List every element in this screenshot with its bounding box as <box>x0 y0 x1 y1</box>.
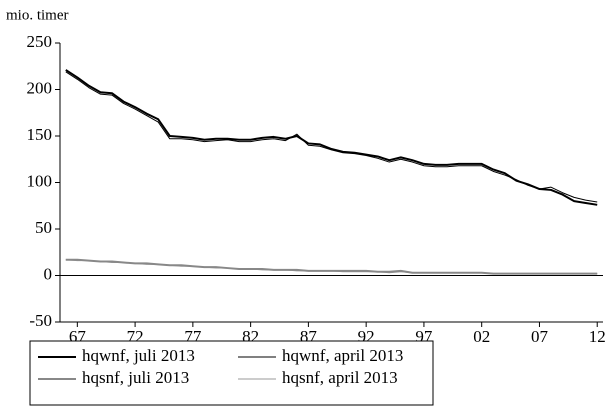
legend-label: hqwnf, april 2013 <box>282 346 403 365</box>
y-tick-label: 150 <box>27 125 53 144</box>
y-tick-label: -50 <box>29 311 52 330</box>
series-line <box>65 69 598 206</box>
y-tick-label: 50 <box>35 218 52 237</box>
y-tick-label: 200 <box>27 78 53 97</box>
legend-label: hqwnf, juli 2013 <box>82 346 195 365</box>
y-tick-label: 250 <box>27 32 53 51</box>
x-tick-label: 12 <box>589 327 606 346</box>
series-line <box>65 71 598 203</box>
y-tick-label: 0 <box>44 264 53 283</box>
y-axis-label: mio. timer <box>6 7 69 23</box>
x-tick-label: 02 <box>473 327 490 346</box>
legend-box <box>29 340 434 406</box>
y-tick-label: 100 <box>27 171 53 190</box>
x-tick-label: 07 <box>531 327 549 346</box>
series-line <box>65 258 598 275</box>
legend-label: hqsnf, april 2013 <box>282 368 398 387</box>
legend-label: hqsnf, juli 2013 <box>82 368 189 387</box>
